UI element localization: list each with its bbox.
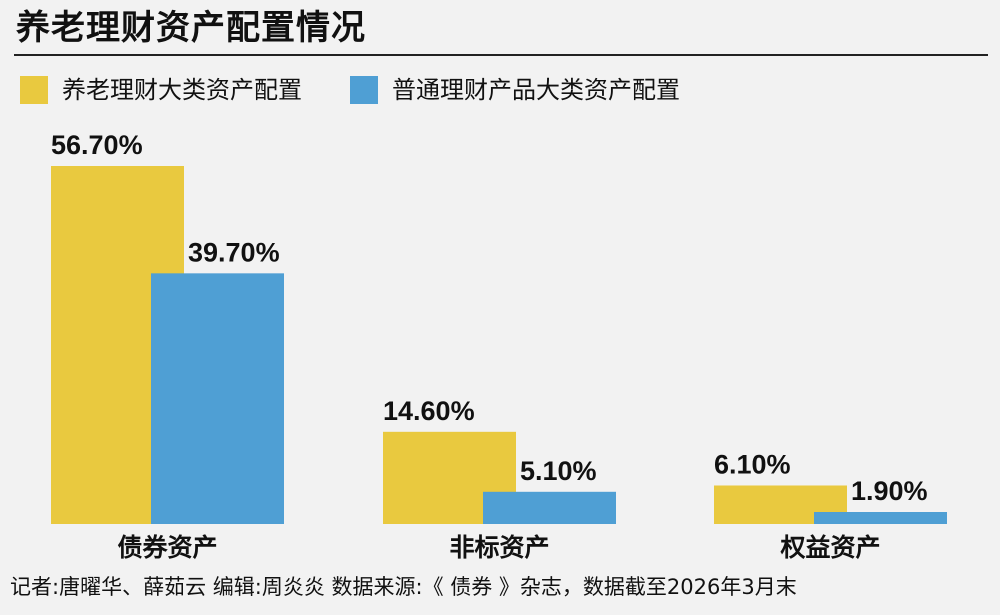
title-divider <box>14 54 988 56</box>
data-label-pension-0: 56.70% <box>51 130 143 160</box>
data-label-ordinary-2: 1.90% <box>851 476 928 506</box>
bar-ordinary-1 <box>483 491 616 524</box>
data-label-ordinary-0: 39.70% <box>188 237 280 267</box>
legend-item-ordinary: 普通理财产品大类资产配置 <box>350 72 680 108</box>
legend-label-ordinary: 普通理财产品大类资产配置 <box>392 76 680 104</box>
bar-ordinary-0 <box>151 273 284 524</box>
bar-ordinary-2 <box>814 512 947 524</box>
data-label-pension-2: 6.10% <box>714 449 791 479</box>
legend-item-pension: 养老理财大类资产配置 <box>20 72 302 108</box>
source-credit: 记者:唐曜华、薛茹云 编辑:周炎炎 数据来源:《 债券 》杂志，数据截至2026… <box>10 575 797 599</box>
legend-swatch-ordinary <box>350 76 378 104</box>
category-label-0: 债券资产 <box>117 533 217 562</box>
data-label-ordinary-1: 5.10% <box>520 456 597 486</box>
data-label-pension-1: 14.60% <box>383 396 475 426</box>
category-label-2: 权益资产 <box>779 533 880 562</box>
legend-swatch-pension <box>20 76 48 104</box>
chart-title: 养老理财资产配置情况 <box>16 8 366 48</box>
legend-label-pension: 养老理财大类资产配置 <box>62 76 302 104</box>
category-label-1: 非标资产 <box>449 533 549 562</box>
legend: 养老理财大类资产配置 普通理财产品大类资产配置 <box>20 72 728 108</box>
